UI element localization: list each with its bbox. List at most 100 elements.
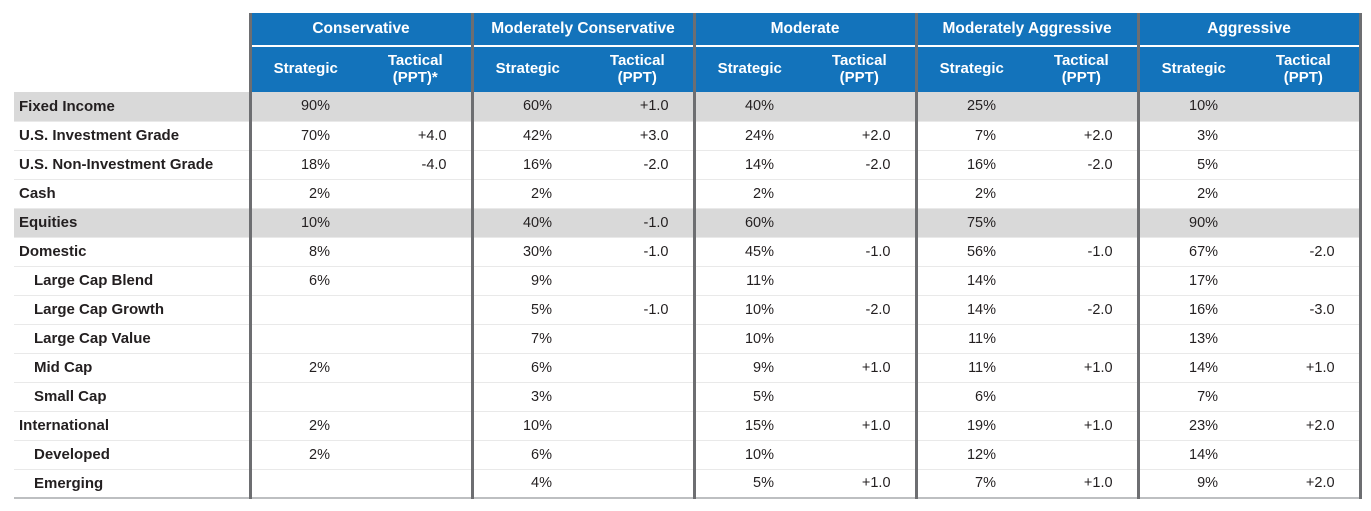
tactical-cell (360, 323, 473, 353)
tactical-cell (1026, 439, 1139, 469)
strategic-cell: 5% (470, 294, 583, 324)
strategic-column-header: Strategic (1136, 46, 1249, 92)
tactical-cell (582, 410, 695, 440)
tactical-cell (1026, 207, 1139, 237)
table-row: International 2% 10% 15% +1.0 19% +1.0 2… (14, 410, 1362, 440)
group-header-moderate: Moderate (692, 13, 917, 47)
group-header-moderately-conservative: Moderately Conservative (470, 13, 695, 47)
strategic-cell: 10% (1136, 92, 1249, 121)
tactical-cell (1026, 178, 1139, 208)
strategic-cell: 6% (470, 439, 583, 469)
tactical-cell: +3.0 (582, 120, 695, 150)
tactical-cell (1248, 207, 1362, 237)
strategic-cell: 15% (692, 410, 805, 440)
tactical-cell (1248, 149, 1362, 179)
row-label: Large Cap Growth (14, 294, 250, 324)
tactical-cell (360, 178, 473, 208)
table-row: U.S. Non-Investment Grade 18% -4.0 16% -… (14, 149, 1362, 179)
tactical-cell: +1.0 (582, 92, 695, 121)
strategic-cell: 14% (914, 265, 1027, 295)
strategic-cell: 3% (470, 381, 583, 411)
tactical-cell: -1.0 (1026, 236, 1139, 266)
strategic-column-header: Strategic (692, 46, 805, 92)
row-label: U.S. Non-Investment Grade (14, 149, 250, 179)
tactical-cell (804, 178, 917, 208)
strategic-cell: 90% (1136, 207, 1249, 237)
tactical-cell: +2.0 (1026, 120, 1139, 150)
strategic-cell: 4% (470, 468, 583, 499)
table-row: Small Cap 3% 5% 6% 7% (14, 381, 1362, 411)
strategic-cell: 90% (248, 92, 360, 121)
tactical-cell: -1.0 (804, 236, 917, 266)
tactical-cell: +1.0 (804, 352, 917, 382)
strategic-cell: 3% (1136, 120, 1249, 150)
strategic-cell: 6% (914, 381, 1027, 411)
strategic-cell: 14% (1136, 439, 1249, 469)
tactical-cell (804, 265, 917, 295)
strategic-cell: 16% (470, 149, 583, 179)
strategic-cell: 10% (692, 294, 805, 324)
row-label: Large Cap Value (14, 323, 250, 353)
table-row: U.S. Investment Grade 70% +4.0 42% +3.0 … (14, 120, 1362, 150)
strategic-cell: 11% (914, 352, 1027, 382)
corner-cell (14, 46, 250, 92)
strategic-cell: 2% (248, 439, 360, 469)
strategic-cell: 56% (914, 236, 1027, 266)
tactical-column-header: Tactical (PPT) (582, 46, 695, 92)
strategic-cell: 9% (1136, 468, 1249, 499)
row-label: Large Cap Blend (14, 265, 250, 295)
strategic-cell: 7% (914, 120, 1027, 150)
tactical-cell: -2.0 (804, 149, 917, 179)
group-header-moderately-aggressive: Moderately Aggressive (914, 13, 1139, 47)
tactical-cell (582, 323, 695, 353)
row-label: Fixed Income (14, 92, 250, 121)
row-label: International (14, 410, 250, 440)
tactical-cell (1026, 381, 1139, 411)
row-label: Developed (14, 439, 250, 469)
tactical-column-header: Tactical (PPT) (1026, 46, 1139, 92)
strategic-cell: 11% (914, 323, 1027, 353)
strategic-cell: 70% (248, 120, 360, 150)
strategic-cell: 14% (914, 294, 1027, 324)
row-label: Equities (14, 207, 250, 237)
strategic-cell: 24% (692, 120, 805, 150)
tactical-cell (804, 207, 917, 237)
tactical-cell (1248, 120, 1362, 150)
tactical-cell: -2.0 (1026, 294, 1139, 324)
strategic-column-header: Strategic (248, 46, 360, 92)
tactical-cell: -2.0 (804, 294, 917, 324)
strategic-cell: 2% (692, 178, 805, 208)
tactical-cell: -3.0 (1248, 294, 1362, 324)
strategic-cell: 40% (692, 92, 805, 121)
tactical-cell (360, 294, 473, 324)
group-header-aggressive: Aggressive (1136, 13, 1362, 47)
strategic-cell: 12% (914, 439, 1027, 469)
strategic-cell: 25% (914, 92, 1027, 121)
row-label: Domestic (14, 236, 250, 266)
group-header-conservative: Conservative (248, 13, 473, 47)
tactical-cell: +2.0 (1248, 410, 1362, 440)
tactical-column-header: Tactical (PPT)* (360, 46, 473, 92)
tactical-column-header: Tactical (PPT) (804, 46, 917, 92)
tactical-cell (582, 468, 695, 499)
tactical-cell (1248, 381, 1362, 411)
tactical-cell (1248, 92, 1362, 121)
strategic-cell: 23% (1136, 410, 1249, 440)
strategic-cell (248, 294, 360, 324)
strategic-cell: 6% (470, 352, 583, 382)
sub-header-row: Strategic Tactical (PPT)* Strategic Tact… (14, 46, 1362, 92)
tactical-cell: +1.0 (804, 468, 917, 499)
strategic-cell: 7% (470, 323, 583, 353)
strategic-cell: 42% (470, 120, 583, 150)
strategic-cell: 17% (1136, 265, 1249, 295)
tactical-cell (1248, 178, 1362, 208)
strategic-cell: 7% (914, 468, 1027, 499)
table-row: Large Cap Blend 6% 9% 11% 14% 17% (14, 265, 1362, 295)
tactical-cell (1248, 323, 1362, 353)
tactical-cell (360, 265, 473, 295)
tactical-cell (360, 439, 473, 469)
strategic-cell: 2% (914, 178, 1027, 208)
tactical-cell (804, 381, 917, 411)
strategic-cell: 67% (1136, 236, 1249, 266)
strategic-cell: 5% (692, 468, 805, 499)
